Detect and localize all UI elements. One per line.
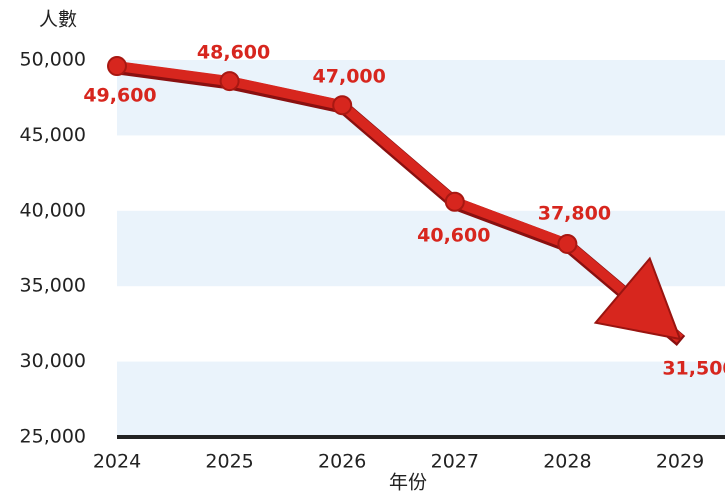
plot-bands — [117, 60, 725, 437]
data-label: 48,600 — [197, 42, 270, 64]
y-axis-label: 人數 — [39, 9, 77, 31]
point — [219, 71, 240, 92]
arrowhead — [593, 256, 682, 341]
data-label: 47,000 — [313, 66, 386, 88]
x-tick-label: 2026 — [318, 451, 366, 473]
x-axis-label: 年份 — [389, 472, 427, 493]
x-tick-label: 2027 — [431, 451, 479, 473]
point — [444, 191, 465, 212]
y-tick-label: 25,000 — [20, 426, 86, 448]
line — [116, 61, 684, 343]
data-label: 37,800 — [538, 202, 611, 224]
x-tick-label: 2025 — [205, 451, 253, 473]
y-tick-label: 50,000 — [20, 49, 86, 71]
y-tick-label: 40,000 — [20, 199, 86, 221]
point — [332, 95, 353, 116]
x-tick-label: 2028 — [543, 451, 591, 473]
x-tick-label: 2024 — [93, 451, 141, 473]
point — [557, 233, 578, 254]
band — [117, 60, 725, 136]
data-label: 49,600 — [83, 85, 156, 107]
point — [107, 56, 127, 77]
band — [117, 361, 725, 437]
band — [117, 210, 725, 287]
x-tick-label: 2029 — [656, 451, 704, 473]
y-tick-label: 35,000 — [20, 275, 86, 297]
y-tick-label: 30,000 — [20, 350, 86, 372]
data-label: 31,500 — [662, 357, 725, 379]
data-label: 40,600 — [417, 224, 490, 246]
y-tick-label: 45,000 — [20, 124, 86, 146]
